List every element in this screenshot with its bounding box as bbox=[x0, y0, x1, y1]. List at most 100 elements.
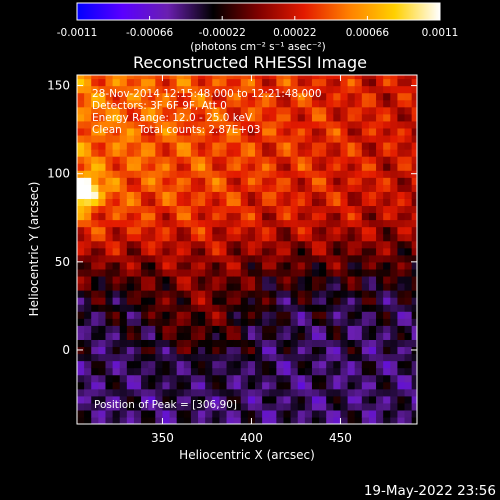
heatmap-cell bbox=[404, 170, 413, 178]
heatmap-cell bbox=[311, 75, 320, 80]
heatmap-cell bbox=[91, 339, 99, 348]
heatmap-cell bbox=[269, 268, 277, 277]
heatmap-cell bbox=[112, 85, 121, 94]
heatmap-cell bbox=[368, 99, 377, 108]
heatmap-cell bbox=[276, 297, 285, 305]
heatmap-cell bbox=[354, 75, 363, 80]
heatmap-cell bbox=[390, 177, 399, 185]
heatmap-cell bbox=[397, 339, 406, 348]
heatmap-cell bbox=[376, 92, 384, 101]
heatmap-cell bbox=[311, 388, 320, 397]
heatmap-cell bbox=[404, 311, 413, 319]
heatmap-cell bbox=[233, 156, 242, 164]
heatmap-cell bbox=[319, 395, 327, 404]
heatmap-cell bbox=[262, 304, 270, 312]
heatmap-cell bbox=[91, 360, 99, 369]
heatmap-cell bbox=[155, 191, 164, 199]
heatmap-cell bbox=[255, 367, 263, 376]
heatmap-cell bbox=[169, 311, 178, 319]
heatmap-cell bbox=[354, 184, 363, 192]
heatmap-cell bbox=[319, 141, 327, 150]
heatmap-cell bbox=[219, 275, 228, 284]
heatmap-cell bbox=[219, 127, 228, 136]
heatmap-cell bbox=[105, 233, 114, 242]
heatmap-cell bbox=[383, 290, 391, 298]
heatmap-cell bbox=[333, 290, 342, 298]
heatmap-cell bbox=[212, 409, 221, 418]
heatmap-cell bbox=[411, 311, 417, 319]
heatmap-cell bbox=[226, 304, 235, 312]
heatmap-cell bbox=[141, 261, 149, 270]
heatmap-cell bbox=[283, 184, 292, 192]
heatmap-cell bbox=[205, 304, 213, 312]
heatmap-cell bbox=[112, 78, 121, 87]
heatmap-cell bbox=[404, 247, 413, 256]
heatmap-cell bbox=[276, 170, 285, 178]
heatmap-cell bbox=[361, 381, 370, 390]
heatmap-cell bbox=[390, 318, 399, 326]
heatmap-cell bbox=[205, 275, 213, 284]
heatmap-cell bbox=[98, 261, 107, 270]
heatmap-cell bbox=[304, 402, 313, 411]
heatmap-cell bbox=[126, 226, 135, 235]
heatmap-cell bbox=[397, 325, 406, 333]
heatmap-cell bbox=[290, 360, 299, 369]
heatmap-cell bbox=[383, 113, 391, 122]
heatmap-cell bbox=[105, 170, 114, 178]
heatmap-cell bbox=[376, 268, 384, 277]
heatmap-cell bbox=[176, 219, 185, 228]
heatmap-cell bbox=[347, 247, 356, 256]
heatmap-cell bbox=[219, 198, 228, 207]
heatmap-cell bbox=[98, 75, 107, 80]
heatmap-cell bbox=[404, 402, 413, 411]
heatmap-cell bbox=[77, 318, 85, 326]
heatmap-cell bbox=[262, 409, 270, 418]
heatmap-cell bbox=[219, 134, 228, 143]
heatmap-cell bbox=[311, 304, 320, 312]
heatmap-cell bbox=[105, 120, 114, 129]
heatmap-cell bbox=[333, 205, 342, 214]
heatmap-cell bbox=[269, 219, 277, 228]
heatmap-cell bbox=[219, 381, 228, 390]
heatmap-cell bbox=[326, 304, 334, 312]
heatmap-cell bbox=[105, 395, 114, 404]
heatmap-cell bbox=[169, 360, 178, 369]
y-tick-label: 50 bbox=[55, 255, 70, 269]
heatmap-cell bbox=[276, 78, 285, 87]
heatmap-cell bbox=[84, 318, 92, 326]
heatmap-cell bbox=[112, 170, 121, 178]
heatmap-cell bbox=[411, 325, 417, 333]
heatmap-cell bbox=[126, 163, 135, 171]
heatmap-cell bbox=[411, 149, 417, 157]
heatmap-cell bbox=[319, 198, 327, 207]
heatmap-cell bbox=[297, 170, 306, 178]
heatmap-cell bbox=[141, 184, 149, 192]
heatmap-cell bbox=[390, 99, 399, 108]
heatmap-cell bbox=[262, 254, 270, 263]
heatmap-cell bbox=[290, 261, 299, 270]
heatmap-cell bbox=[183, 261, 192, 270]
heatmap-cell bbox=[397, 99, 406, 108]
heatmap-cell bbox=[354, 149, 363, 157]
heatmap-cell bbox=[190, 290, 199, 298]
heatmap-cell bbox=[297, 92, 306, 101]
heatmap-cell bbox=[183, 198, 192, 207]
heatmap-cell bbox=[205, 240, 213, 249]
heatmap-cell bbox=[162, 374, 171, 383]
heatmap-cell bbox=[198, 120, 206, 129]
heatmap-cell bbox=[390, 163, 399, 171]
heatmap-cell bbox=[319, 191, 327, 199]
annotation-time-range: 28-Nov-2014 12:15:48.000 to 12:21:48.000 bbox=[92, 88, 322, 100]
heatmap-cell bbox=[262, 163, 270, 171]
heatmap-cell bbox=[176, 360, 185, 369]
heatmap-cell bbox=[404, 395, 413, 404]
heatmap-cell bbox=[133, 409, 142, 418]
heatmap-cell bbox=[326, 149, 334, 157]
heatmap-cell bbox=[119, 233, 128, 242]
heatmap-cell bbox=[304, 127, 313, 136]
heatmap-cell bbox=[304, 149, 313, 157]
heatmap-cell bbox=[383, 205, 391, 214]
heatmap-cell bbox=[347, 254, 356, 263]
heatmap-cell bbox=[226, 198, 235, 207]
heatmap-cell bbox=[148, 353, 156, 362]
